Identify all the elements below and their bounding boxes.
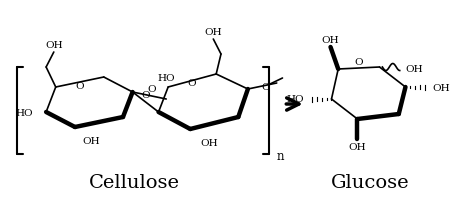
Text: n: n — [277, 150, 284, 163]
Text: O: O — [148, 84, 156, 93]
Text: OH: OH — [45, 40, 63, 49]
Text: O: O — [261, 82, 270, 91]
Text: OH: OH — [204, 27, 222, 36]
Text: HO: HO — [15, 108, 33, 117]
Text: O: O — [141, 90, 150, 99]
Text: O: O — [188, 79, 197, 87]
Text: OH: OH — [322, 35, 339, 44]
Text: Cellulose: Cellulose — [89, 173, 180, 191]
Text: O: O — [76, 81, 84, 90]
Text: OH: OH — [201, 138, 218, 147]
Text: O: O — [355, 57, 363, 66]
Text: Glucose: Glucose — [331, 173, 409, 191]
Text: HO: HO — [287, 95, 305, 104]
Text: OH: OH — [432, 83, 450, 92]
Text: OH: OH — [405, 64, 423, 73]
Text: OH: OH — [82, 137, 100, 146]
Text: HO: HO — [158, 73, 175, 82]
Text: OH: OH — [349, 143, 366, 152]
